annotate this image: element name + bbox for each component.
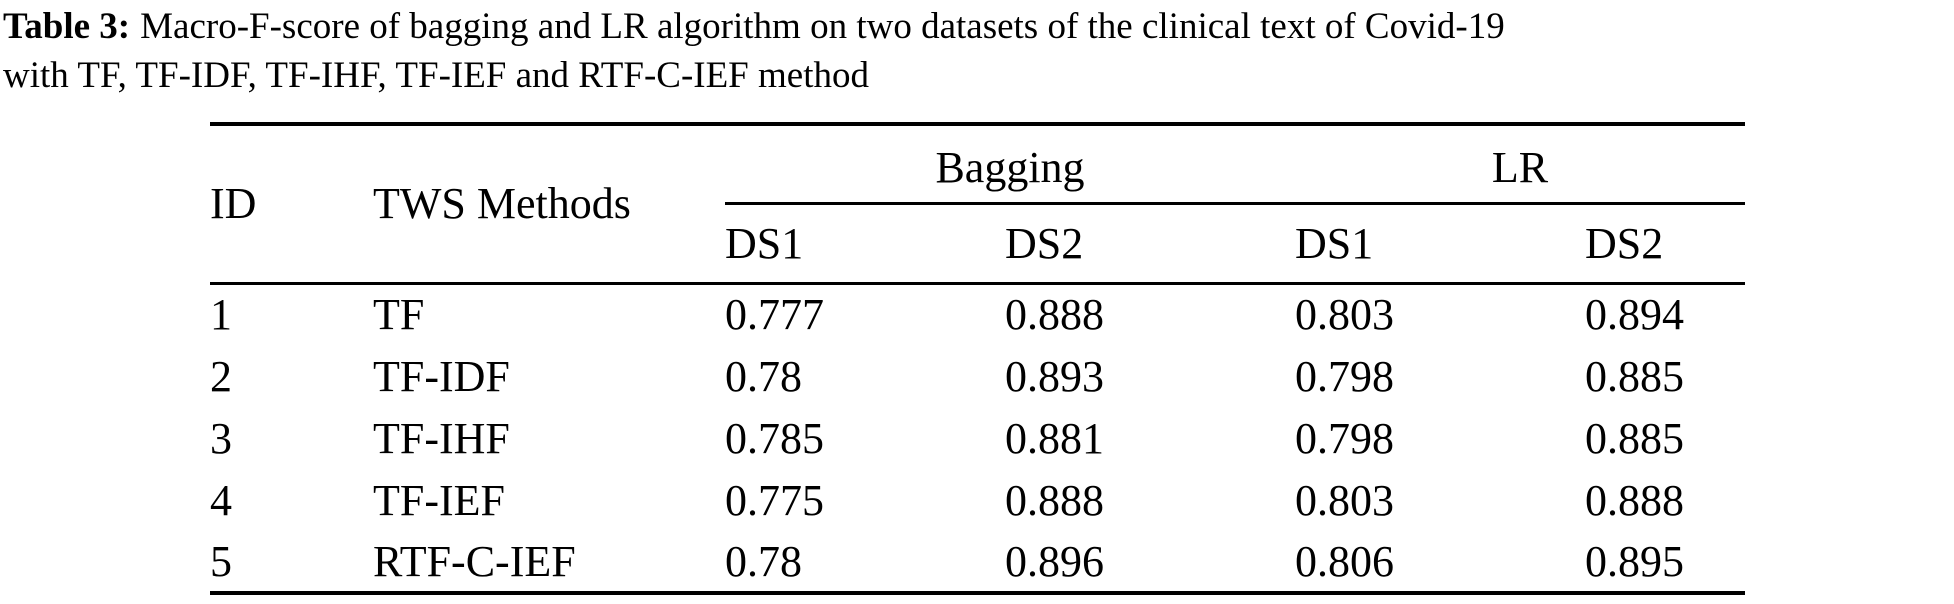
table-caption: Table 3: Macro-F-score of bagging and LR … bbox=[3, 2, 1703, 100]
row-id: 4 bbox=[210, 475, 232, 525]
header-tws-methods: TWS Methods bbox=[373, 122, 725, 285]
cell-bagging-ds1: 0.777 bbox=[725, 290, 824, 340]
cell-bagging-ds2: 0.881 bbox=[1005, 413, 1104, 463]
cell-lr-ds1: 0.803 bbox=[1295, 290, 1395, 340]
table-row: 1 TF 0.777 0.888 0.803 0.894 bbox=[210, 283, 1745, 345]
cell-bagging-ds1: 0.785 bbox=[725, 413, 824, 463]
cell-bagging-ds1: 0.775 bbox=[725, 475, 824, 525]
row-method: TF-IEF bbox=[373, 475, 505, 525]
cell-bagging-ds2: 0.896 bbox=[1005, 531, 1296, 595]
table-caption-line1: Macro-F-score of bagging and LR algorith… bbox=[140, 6, 1505, 47]
cell-lr-ds2: 0.894 bbox=[1585, 290, 1685, 340]
row-method: TF-IHF bbox=[373, 413, 510, 463]
cell-bagging-ds1: 0.78 bbox=[725, 531, 1005, 595]
cell-bagging-ds2: 0.888 bbox=[1005, 290, 1104, 340]
header-group-lr: LR bbox=[1295, 122, 1746, 205]
header-group-bagging: Bagging bbox=[725, 122, 1296, 205]
cell-lr-ds1: 0.798 bbox=[1295, 413, 1395, 463]
table-row: 3 TF-IHF 0.785 0.881 0.798 0.885 bbox=[210, 407, 1745, 469]
table-row: 5 RTF-C-IEF 0.78 0.896 0.806 0.895 bbox=[210, 531, 1746, 595]
cell-lr-ds1: 0.803 bbox=[1295, 475, 1395, 525]
row-id: 3 bbox=[210, 413, 232, 463]
table-caption-label: Table 3: bbox=[3, 6, 131, 47]
cell-lr-ds1: 0.806 bbox=[1295, 531, 1586, 595]
row-method: RTF-C-IEF bbox=[373, 531, 725, 595]
table-header-sub-row: DS1 DS2 DS1 DS2 bbox=[210, 203, 1746, 285]
cell-lr-ds2: 0.885 bbox=[1585, 351, 1685, 401]
row-method: TF-IDF bbox=[373, 351, 510, 401]
header-lr-ds2: DS2 bbox=[1585, 203, 1746, 285]
row-method: TF bbox=[373, 290, 425, 340]
cell-bagging-ds1: 0.78 bbox=[725, 351, 802, 401]
header-id: ID bbox=[210, 122, 373, 285]
results-table: ID TWS Methods Bagging LR DS1 DS2 DS1 DS… bbox=[210, 122, 1746, 595]
table-row: 2 TF-IDF 0.78 0.893 0.798 0.885 bbox=[210, 345, 1745, 407]
row-id: 5 bbox=[210, 531, 373, 595]
row-id: 1 bbox=[210, 290, 232, 340]
row-id: 2 bbox=[210, 351, 232, 401]
cell-lr-ds1: 0.798 bbox=[1295, 351, 1395, 401]
cell-lr-ds2: 0.885 bbox=[1585, 413, 1685, 463]
header-bagging-ds1: DS1 bbox=[725, 203, 1005, 285]
cell-bagging-ds2: 0.893 bbox=[1005, 351, 1104, 401]
cell-lr-ds2: 0.888 bbox=[1585, 475, 1685, 525]
table-caption-line2: with TF, TF-IDF, TF-IHF, TF-IEF and RTF-… bbox=[3, 55, 869, 96]
header-lr-ds1: DS1 bbox=[1295, 203, 1586, 285]
table-row: 4 TF-IEF 0.775 0.888 0.803 0.888 bbox=[210, 469, 1745, 531]
cell-bagging-ds2: 0.888 bbox=[1005, 475, 1104, 525]
cell-lr-ds2: 0.895 bbox=[1585, 531, 1746, 595]
table-header-group-row: ID TWS Methods Bagging LR bbox=[210, 122, 1746, 285]
header-bagging-ds2: DS2 bbox=[1005, 203, 1296, 285]
